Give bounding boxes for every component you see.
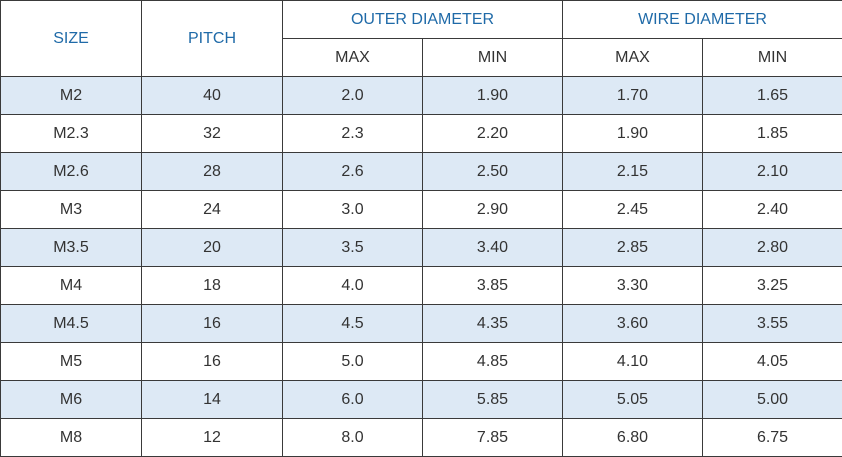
table-row: M3.5 20 3.5 3.40 2.85 2.80	[0, 228, 842, 267]
cell-wire-max: 1.70	[562, 76, 703, 115]
cell-size: M6	[0, 380, 142, 419]
table-row: M8 12 8.0 7.85 6.80 6.75	[0, 418, 842, 457]
cell-outer-min: 3.40	[422, 228, 563, 267]
cell-size: M3.5	[0, 228, 142, 267]
cell-wire-min: 2.40	[701, 190, 842, 229]
cell-outer-max: 4.0	[282, 266, 423, 305]
cell-outer-min: 5.85	[422, 380, 563, 419]
cell-outer-max: 3.0	[282, 190, 423, 229]
cell-wire-max: 2.85	[562, 228, 703, 267]
cell-wire-min: 3.25	[701, 266, 842, 305]
cell-outer-min: 2.90	[422, 190, 563, 229]
header-row-sub: MAX MIN MAX MIN	[1, 38, 842, 77]
cell-wire-max: 3.60	[562, 304, 703, 343]
cell-pitch: 40	[141, 76, 283, 115]
table-row: M4 18 4.0 3.85 3.30 3.25	[0, 266, 842, 305]
cell-outer-min: 3.85	[422, 266, 563, 305]
cell-outer-max: 2.0	[282, 76, 423, 115]
cell-wire-min: 1.85	[701, 114, 842, 153]
column-header-outer-min: MIN	[422, 38, 563, 77]
cell-size: M8	[0, 418, 142, 457]
cell-wire-max: 2.45	[562, 190, 703, 229]
table-row: M3 24 3.0 2.90 2.45 2.40	[0, 190, 842, 229]
cell-wire-max: 4.10	[562, 342, 703, 381]
table-row: M5 16 5.0 4.85 4.10 4.05	[0, 342, 842, 381]
header-row-top: SIZE PITCH OUTER DIAMETER WIRE DIAMETER	[0, 0, 842, 77]
cell-outer-max: 5.0	[282, 342, 423, 381]
cell-wire-min: 1.65	[701, 76, 842, 115]
cell-pitch: 28	[141, 152, 283, 191]
cell-wire-min: 2.80	[701, 228, 842, 267]
cell-outer-min: 2.50	[422, 152, 563, 191]
table-body: M2 40 2.0 1.90 1.70 1.65 M2.3 32 2.3 2.2…	[0, 76, 842, 457]
cell-outer-max: 6.0	[282, 380, 423, 419]
column-header-wire-max: MAX	[562, 38, 703, 77]
cell-wire-max: 3.30	[562, 266, 703, 305]
cell-wire-max: 2.15	[562, 152, 703, 191]
cell-outer-min: 4.85	[422, 342, 563, 381]
cell-outer-min: 4.35	[422, 304, 563, 343]
cell-pitch: 24	[141, 190, 283, 229]
cell-wire-max: 6.80	[562, 418, 703, 457]
cell-size: M5	[0, 342, 142, 381]
cell-pitch: 12	[141, 418, 283, 457]
column-group-outer-diameter: OUTER DIAMETER	[282, 0, 563, 39]
cell-size: M4	[0, 266, 142, 305]
cell-size: M2.3	[0, 114, 142, 153]
cell-pitch: 16	[141, 304, 283, 343]
cell-wire-min: 3.55	[701, 304, 842, 343]
cell-size: M4.5	[0, 304, 142, 343]
table-row: M6 14 6.0 5.85 5.05 5.00	[0, 380, 842, 419]
cell-pitch: 16	[141, 342, 283, 381]
column-group-wire-diameter: WIRE DIAMETER	[561, 0, 842, 39]
column-header-pitch: PITCH	[141, 0, 283, 77]
cell-outer-min: 7.85	[422, 418, 563, 457]
table-header: SIZE PITCH OUTER DIAMETER WIRE DIAMETER …	[0, 0, 842, 77]
table-row: M2.6 28 2.6 2.50 2.15 2.10	[0, 152, 842, 191]
cell-size: M3	[0, 190, 142, 229]
table-row: M4.5 16 4.5 4.35 3.60 3.55	[0, 304, 842, 343]
table-row: M2 40 2.0 1.90 1.70 1.65	[0, 76, 842, 115]
cell-outer-max: 2.6	[282, 152, 423, 191]
cell-wire-min: 2.10	[701, 152, 842, 191]
cell-wire-max: 1.90	[562, 114, 703, 153]
cell-outer-max: 3.5	[282, 228, 423, 267]
column-header-size: SIZE	[0, 0, 142, 77]
cell-wire-min: 6.75	[701, 418, 842, 457]
cell-wire-min: 5.00	[701, 380, 842, 419]
cell-outer-min: 2.20	[422, 114, 563, 153]
column-header-outer-max: MAX	[282, 38, 423, 77]
cell-size: M2.6	[0, 152, 142, 191]
table-row: M2.3 32 2.3 2.20 1.90 1.85	[0, 114, 842, 153]
cell-wire-max: 5.05	[562, 380, 703, 419]
cell-pitch: 18	[141, 266, 283, 305]
cell-outer-max: 8.0	[282, 418, 423, 457]
cell-pitch: 14	[141, 380, 283, 419]
cell-pitch: 20	[141, 228, 283, 267]
cell-outer-max: 2.3	[282, 114, 423, 153]
cell-outer-max: 4.5	[282, 304, 423, 343]
cell-pitch: 32	[141, 114, 283, 153]
cell-size: M2	[0, 76, 142, 115]
cell-outer-min: 1.90	[422, 76, 563, 115]
cell-wire-min: 4.05	[701, 342, 842, 381]
column-header-wire-min: MIN	[701, 38, 842, 77]
